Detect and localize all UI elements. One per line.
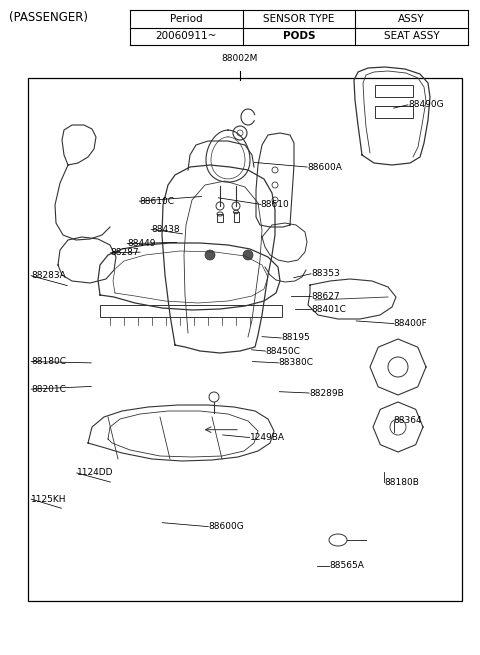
Text: 88565A: 88565A — [329, 561, 364, 571]
Text: 1249BA: 1249BA — [250, 433, 285, 442]
Text: 88002M: 88002M — [222, 54, 258, 63]
Text: 88490G: 88490G — [408, 100, 444, 109]
Text: (PASSENGER): (PASSENGER) — [9, 10, 88, 24]
Text: 88450C: 88450C — [265, 346, 300, 356]
Text: 88201C: 88201C — [31, 384, 66, 394]
Text: 88610: 88610 — [261, 200, 289, 209]
Text: 88600A: 88600A — [307, 162, 342, 172]
Bar — [217, 214, 223, 222]
Text: 88400F: 88400F — [394, 319, 427, 328]
Text: 88600G: 88600G — [208, 522, 244, 531]
Bar — [28, 78, 462, 601]
Text: Period: Period — [170, 14, 203, 24]
Bar — [233, 212, 239, 222]
Text: SENSOR TYPE: SENSOR TYPE — [264, 14, 335, 24]
Text: 88364: 88364 — [394, 416, 422, 425]
Text: 88180B: 88180B — [384, 477, 419, 487]
Text: 88180C: 88180C — [31, 357, 66, 366]
Text: 88627: 88627 — [311, 291, 340, 301]
Text: SEAT ASSY: SEAT ASSY — [384, 31, 440, 41]
Circle shape — [243, 250, 253, 260]
Text: 88380C: 88380C — [278, 358, 313, 367]
Text: 88449: 88449 — [127, 239, 156, 248]
Bar — [100, 305, 282, 317]
Text: 20060911~: 20060911~ — [156, 31, 217, 41]
Text: 88401C: 88401C — [311, 305, 346, 314]
Bar — [375, 85, 413, 97]
Text: 88353: 88353 — [311, 269, 340, 278]
Text: 88283A: 88283A — [31, 271, 66, 280]
Text: 1124DD: 1124DD — [77, 468, 113, 477]
Text: 88287: 88287 — [110, 248, 139, 257]
Text: 1125KH: 1125KH — [31, 495, 67, 504]
Text: 88438: 88438 — [151, 225, 180, 234]
Circle shape — [205, 250, 215, 260]
Text: 88610C: 88610C — [139, 196, 174, 206]
Bar — [375, 106, 413, 118]
Text: PODS: PODS — [283, 31, 315, 41]
Text: 88289B: 88289B — [309, 388, 344, 398]
Text: ASSY: ASSY — [398, 14, 425, 24]
Text: 88195: 88195 — [281, 333, 310, 343]
